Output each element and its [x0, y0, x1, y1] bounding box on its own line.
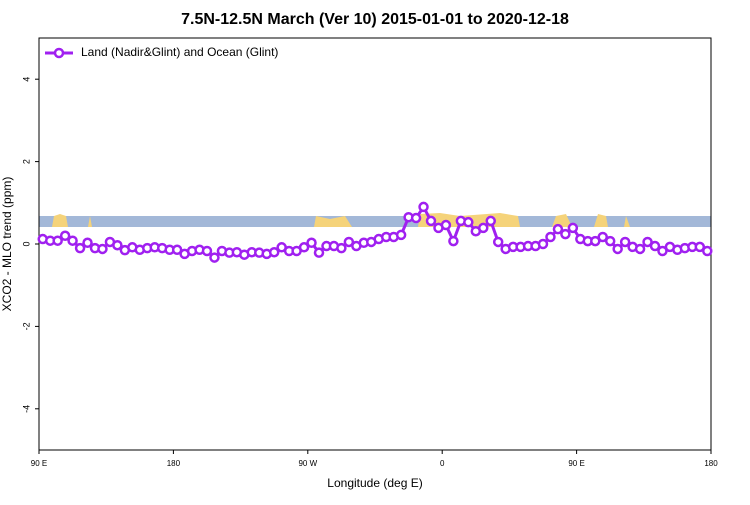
point [425, 215, 437, 227]
point [537, 238, 549, 250]
point [336, 242, 347, 254]
point [619, 236, 631, 248]
point [209, 252, 220, 263]
ocean-band [39, 216, 711, 227]
point [52, 235, 63, 246]
point [74, 242, 86, 254]
point [642, 236, 653, 248]
point [545, 231, 556, 243]
point [59, 230, 71, 242]
point [448, 235, 459, 247]
point [552, 223, 564, 235]
land [594, 214, 608, 227]
y-tick-label: -2 [21, 322, 31, 330]
point [567, 222, 579, 234]
land [52, 214, 68, 227]
point [268, 246, 280, 258]
legend-marker [53, 47, 65, 59]
point [560, 228, 571, 240]
point [171, 244, 183, 256]
land [88, 216, 92, 227]
point [590, 235, 601, 247]
point [478, 222, 489, 234]
x-tick-label: 180 [704, 459, 718, 468]
x-axis-label: Longitude (deg E) [327, 476, 422, 490]
point [97, 243, 108, 255]
y-tick-label: 0 [21, 241, 31, 246]
point [410, 212, 422, 224]
point [597, 231, 608, 243]
land [314, 216, 352, 227]
point [418, 201, 429, 213]
point [343, 236, 355, 248]
point [112, 239, 123, 251]
y-tick-label: -4 [21, 405, 31, 413]
y-tick-label: 4 [21, 77, 31, 82]
land [624, 216, 630, 227]
x-tick-label: 180 [167, 459, 181, 468]
point [201, 245, 213, 257]
point [492, 236, 504, 248]
point [702, 245, 713, 257]
point [313, 247, 325, 258]
point [82, 237, 93, 249]
chart-title: 7.5N-12.5N March (Ver 10) 2015-01-01 to … [181, 11, 569, 28]
point [298, 242, 310, 253]
x-tick-label: 90 E [568, 459, 584, 468]
point [485, 215, 496, 227]
point [440, 219, 452, 231]
x-tick-label: 90 E [31, 459, 47, 468]
point [612, 243, 623, 255]
point [634, 243, 646, 255]
point [67, 235, 78, 246]
point [395, 229, 407, 241]
y-axis-label: XCO2 - MLO trend (ppm) [0, 177, 14, 312]
x-tick-label: 0 [440, 459, 445, 468]
point [649, 240, 661, 252]
point [657, 245, 668, 257]
land [552, 214, 572, 227]
x-tick-label: 90 W [298, 459, 317, 468]
point [306, 237, 317, 249]
point [694, 241, 706, 253]
point [463, 216, 474, 228]
y-tick-label: 2 [21, 159, 31, 164]
point [604, 235, 616, 247]
legend-label: Land (Nadir&Glint) and Ocean (Glint) [81, 45, 278, 59]
